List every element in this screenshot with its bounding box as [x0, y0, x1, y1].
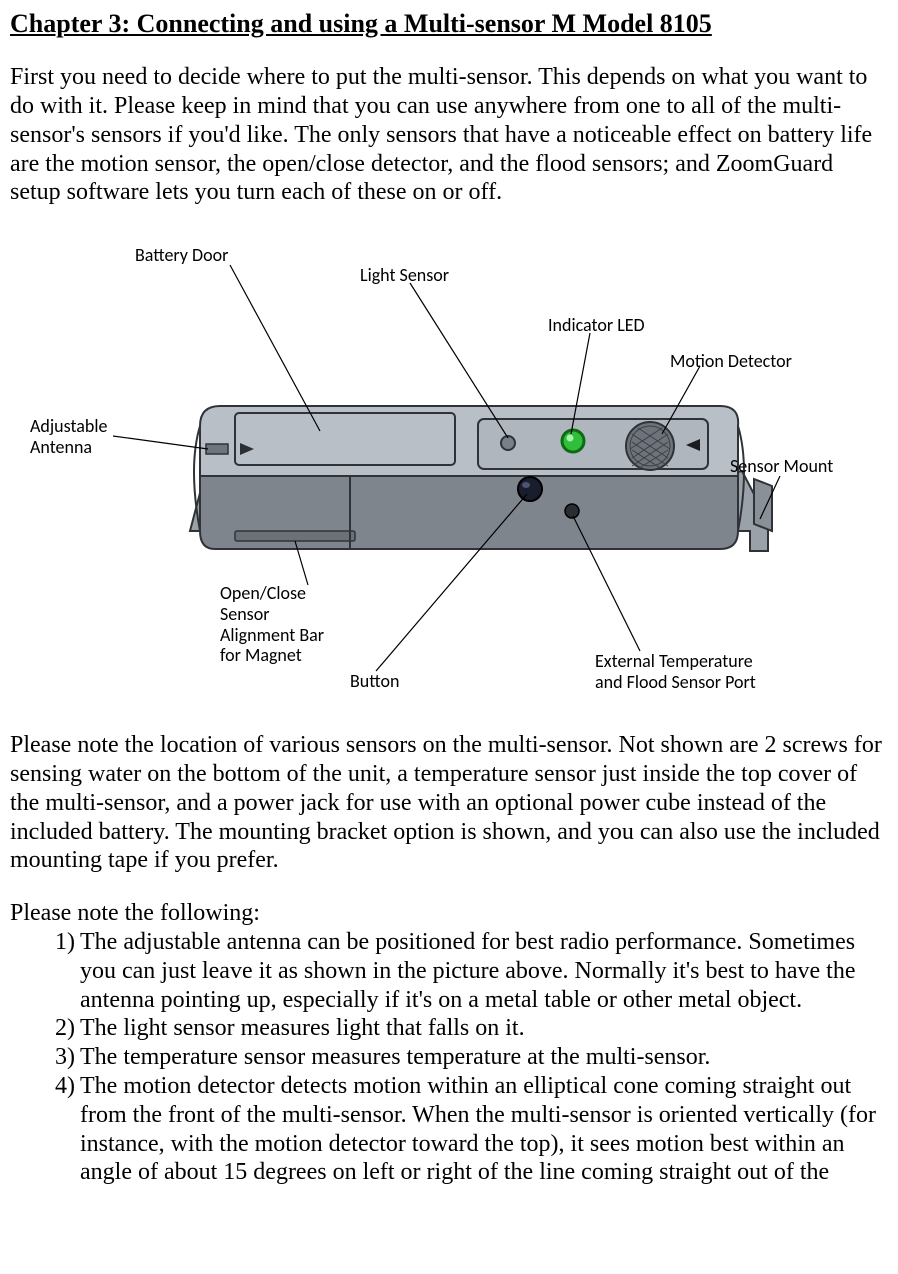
note-item-4: The motion detector detects motion withi… [80, 1072, 888, 1187]
intro-paragraph: First you need to decide where to put th… [10, 63, 888, 207]
button-shape [518, 477, 542, 501]
label-external-temp: External Temperature and Flood Sensor Po… [595, 651, 756, 692]
light-sensor-shape [501, 436, 515, 450]
notes-heading: Please note the following: [10, 899, 888, 928]
page-title: Chapter 3: Connecting and using a Multi-… [10, 8, 888, 39]
device-body [194, 406, 744, 549]
note-item-2: The light sensor measures light that fal… [80, 1014, 888, 1043]
device-figure: Battery Door Light Sensor Indicator LED … [10, 231, 880, 721]
note-item-1: The adjustable antenna can be positioned… [80, 928, 888, 1014]
label-indicator-led: Indicator LED [548, 315, 645, 336]
label-open-close: Open/Close Sensor Alignment Bar for Magn… [220, 583, 324, 666]
indicator-led-shape [562, 430, 584, 452]
label-button: Button [350, 671, 399, 692]
label-light-sensor: Light Sensor [360, 265, 449, 286]
external-port-shape [565, 504, 579, 518]
label-adjustable-antenna: Adjustable Antenna [30, 416, 107, 457]
label-battery-door: Battery Door [135, 245, 228, 266]
label-motion-detector: Motion Detector [670, 351, 792, 372]
notes-list: The adjustable antenna can be positioned… [10, 928, 888, 1187]
motion-detector-shape [626, 422, 674, 470]
paragraph-2: Please note the location of various sens… [10, 731, 888, 875]
label-sensor-mount: Sensor Mount [730, 456, 833, 477]
open-close-bar-shape [235, 531, 355, 541]
note-item-3: The temperature sensor measures temperat… [80, 1043, 888, 1072]
